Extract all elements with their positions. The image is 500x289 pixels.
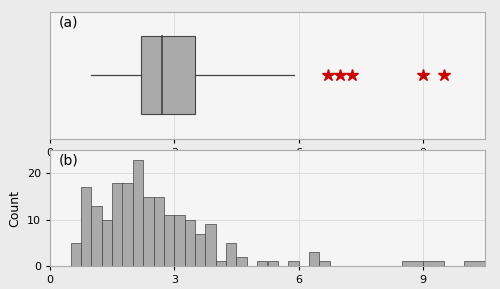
Bar bbox=[226, 243, 236, 266]
Bar bbox=[154, 197, 164, 266]
Bar bbox=[257, 261, 268, 266]
Bar bbox=[309, 252, 320, 266]
Bar bbox=[92, 206, 102, 266]
Text: (a): (a) bbox=[58, 15, 78, 29]
Bar bbox=[70, 243, 81, 266]
Bar bbox=[122, 183, 133, 266]
Bar bbox=[402, 261, 423, 266]
Bar bbox=[174, 215, 184, 266]
Bar bbox=[268, 261, 278, 266]
Bar bbox=[143, 197, 154, 266]
Bar bbox=[206, 224, 216, 266]
Bar bbox=[184, 220, 195, 266]
Bar bbox=[423, 261, 444, 266]
Bar bbox=[464, 261, 485, 266]
Y-axis label: Count: Count bbox=[8, 190, 22, 227]
Text: (b): (b) bbox=[58, 154, 78, 168]
Bar bbox=[81, 187, 92, 266]
Bar bbox=[195, 234, 205, 266]
Bar bbox=[216, 261, 226, 266]
Bar bbox=[102, 220, 112, 266]
Bar bbox=[288, 261, 298, 266]
Bar bbox=[133, 160, 143, 266]
Bar bbox=[141, 36, 195, 114]
Bar bbox=[320, 261, 330, 266]
Bar bbox=[164, 215, 174, 266]
Bar bbox=[112, 183, 122, 266]
Bar bbox=[236, 257, 247, 266]
